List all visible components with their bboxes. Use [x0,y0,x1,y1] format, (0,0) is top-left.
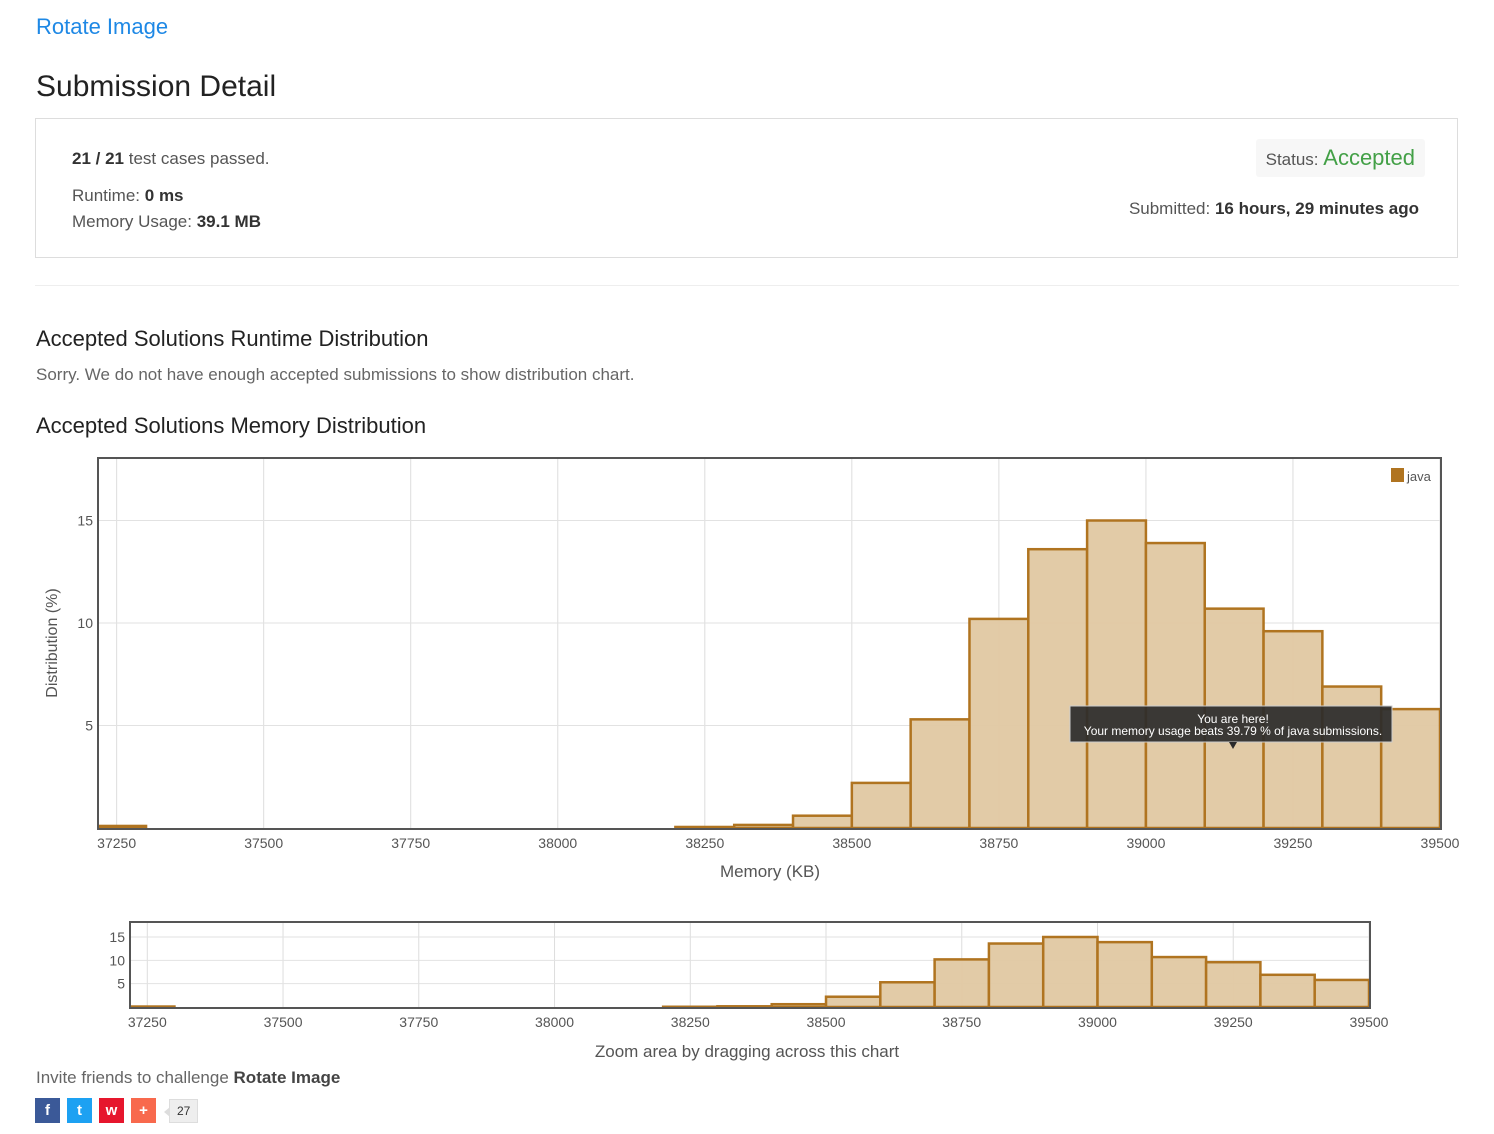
x-tick-label: 39250 [1214,1014,1253,1030]
histogram-bar[interactable] [1204,960,1262,1009]
histogram-bar[interactable] [770,1002,828,1009]
navigator-bars [129,935,1371,1010]
x-tick-label: 38500 [832,835,871,851]
test-cases-summary: 21 / 21 test cases passed. [72,149,270,169]
histogram-bar[interactable] [1259,973,1316,1009]
y-tick-label: 5 [117,976,125,992]
x-tick-label: 37500 [264,1014,303,1030]
x-tick-label: 39250 [1273,835,1312,851]
y-tick-label: 5 [85,718,93,734]
x-tick-label: 39500 [1350,1014,1389,1030]
runtime-distribution-title: Accepted Solutions Runtime Distribution [36,326,429,351]
histogram-bar[interactable] [824,995,882,1009]
navigator-y-ticks: 5 10 15 [109,929,125,992]
histogram-bar[interactable] [933,958,991,1009]
x-tick-label: 38250 [685,835,724,851]
twitter-icon[interactable]: t [67,1098,92,1123]
histogram-bar[interactable] [97,824,148,830]
x-axis-ticks: 37250 37500 37750 38000 38250 38500 38750 39000… [97,835,1459,851]
chart-frame [97,457,1442,830]
navigator-caption: Zoom area by dragging across this chart [595,1042,900,1061]
tooltip-box [1069,705,1393,743]
histogram-bar[interactable] [1041,935,1099,1009]
tooltip: You are here! Your memory usage beats 39… [1069,705,1393,749]
invite-text: Invite friends to challenge Rotate Image [36,1068,340,1088]
zoom-navigator-chart[interactable]: 37250 37500 37750 38000 38250 38500 38750 39000… [0,915,1494,1065]
memory-distribution-chart[interactable]: 37250 37500 37750 38000 38250 38500 38750 39000… [0,445,1494,890]
y-tick-label: 10 [77,615,93,631]
legend-label: java [1406,469,1432,484]
legend[interactable]: java [1391,468,1432,484]
x-tick-label: 38000 [535,1014,574,1030]
y-tick-label: 15 [109,929,125,945]
x-tick-label: 38500 [807,1014,846,1030]
chart-bars[interactable] [97,519,1442,830]
y-axis-ticks: 5 10 15 [77,513,93,734]
histogram-bar[interactable] [1313,978,1371,1009]
histogram-bar[interactable] [674,825,736,830]
memory-distribution-title: Accepted Solutions Memory Distribution [36,413,427,438]
histogram-bar[interactable] [879,981,936,1009]
page-title: Submission Detail [36,70,277,103]
x-tick-label: 37250 [128,1014,167,1030]
x-axis-label: Memory (KB) [720,862,820,881]
facebook-icon[interactable]: f [35,1098,60,1123]
runtime-distribution-message: Sorry. We do not have enough accepted su… [36,365,635,384]
legend-swatch [1391,468,1404,482]
histogram-bar[interactable] [732,823,795,830]
plus-icon[interactable]: + [131,1098,156,1123]
memory-row: Memory Usage: 39.1 MB [72,212,261,232]
histogram-bar[interactable] [987,942,1045,1009]
passed-count: 21 / 21 [72,149,124,168]
memory-label: Memory Usage: [72,212,192,231]
share-buttons: f t w +27 [35,1098,199,1123]
x-tick-label: 39500 [1421,835,1460,851]
histogram-bar[interactable] [850,781,912,830]
memory-value: 39.1 MB [196,212,261,231]
problem-title-link[interactable]: Rotate Image [36,14,169,39]
submission-detail-panel: 21 / 21 test cases passed. Runtime: 0 ms… [35,118,1458,258]
x-tick-label: 37750 [391,835,430,851]
tooltip-pointer [1229,742,1237,749]
x-tick-label: 38000 [538,835,577,851]
invite-prefix: Invite friends to challenge [36,1068,229,1087]
histogram-bar[interactable] [1150,955,1208,1009]
x-tick-label: 38750 [942,1014,981,1030]
passed-text: test cases passed. [128,149,270,168]
x-tick-label: 37500 [244,835,283,851]
submitted-label: Submitted: [1128,199,1211,218]
histogram-bar[interactable] [1144,541,1206,830]
histogram-bar[interactable] [909,718,971,830]
x-tick-label: 39000 [1078,1014,1117,1030]
x-tick-label: 37250 [97,835,136,851]
y-tick-label: 15 [77,513,93,529]
navigator-x-ticks: 37250 37500 37750 38000 38250 38500 38750 39000… [128,1014,1389,1030]
status-label: Status: [1265,150,1319,169]
histogram-bar[interactable] [1085,519,1148,830]
runtime-value: 0 ms [144,186,184,205]
histogram-bar[interactable] [791,814,854,830]
histogram-bar[interactable] [968,617,1030,830]
submitted-row: Submitted: 16 hours, 29 minutes ago [1129,199,1419,219]
y-tick-label: 10 [109,952,125,968]
runtime-label: Runtime: [72,186,141,205]
weibo-icon[interactable]: w [99,1098,124,1123]
tooltip-line1: You are here! [1197,712,1269,726]
share-count: 27 [163,1098,199,1123]
submitted-value: 16 hours, 29 minutes ago [1214,199,1419,218]
runtime-row: Runtime: 0 ms [72,186,184,206]
tooltip-line2: Your memory usage beats 39.79 % of java … [1084,724,1382,738]
divider [35,285,1459,286]
status-value: Accepted [1323,145,1415,170]
x-tick-label: 38250 [671,1014,710,1030]
navigator-frame [129,921,1371,1009]
status-badge: Status: Accepted [1255,139,1425,177]
x-tick-label: 38750 [979,835,1018,851]
invite-problem: Rotate Image [233,1068,341,1087]
y-axis-label: Distribution (%) [44,588,61,697]
histogram-bar[interactable] [1027,547,1089,830]
x-tick-label: 39000 [1126,835,1165,851]
x-tick-label: 37750 [399,1014,438,1030]
histogram-bar[interactable] [1096,940,1154,1009]
